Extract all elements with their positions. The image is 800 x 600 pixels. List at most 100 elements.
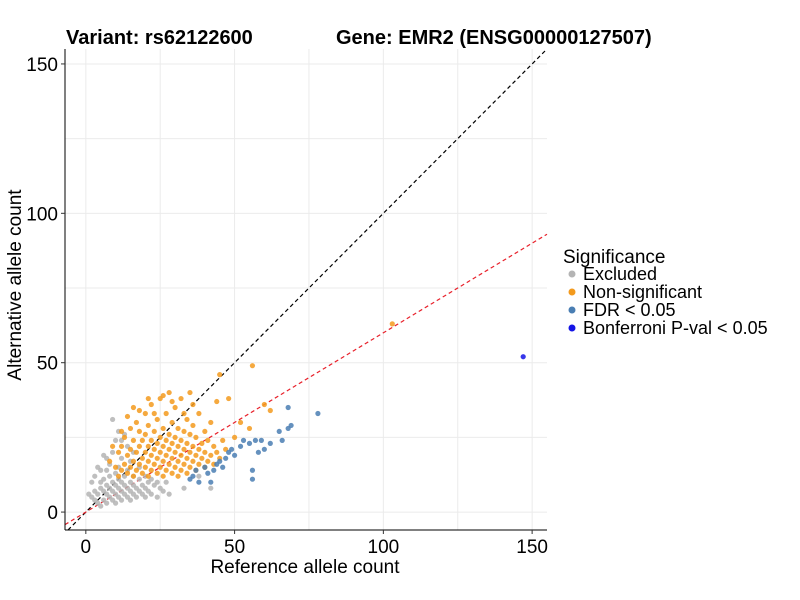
chart-title-gene: Gene: EMR2 (ENSG00000127507)	[336, 27, 652, 49]
point-nonsig	[190, 422, 196, 429]
point-excluded	[86, 491, 92, 497]
point-nonsig	[169, 419, 175, 426]
point-excluded	[98, 467, 104, 473]
point-fdr	[288, 422, 294, 429]
point-nonsig	[166, 389, 172, 396]
point-nonsig	[136, 443, 142, 449]
point-nonsig	[163, 437, 169, 443]
point-nonsig	[178, 395, 184, 402]
point-excluded	[104, 467, 110, 473]
legend-label-fdr: FDR < 0.05	[583, 300, 676, 320]
point-fdr	[231, 452, 238, 458]
point-nonsig	[208, 419, 214, 426]
point-nonsig	[133, 449, 140, 455]
point-nonsig	[136, 461, 142, 467]
point-fdr	[240, 437, 247, 443]
point-nonsig	[196, 446, 202, 452]
point-nonsig	[196, 410, 202, 417]
point-nonsig	[142, 410, 148, 417]
point-nonsig	[151, 410, 157, 417]
y-axis-label: Alternative allele count	[5, 189, 26, 381]
point-fdr	[205, 470, 211, 476]
point-nonsig	[214, 449, 220, 455]
point-excluded	[112, 437, 119, 443]
point-excluded	[101, 476, 107, 482]
point-nonsig	[267, 407, 273, 414]
y-tick-label: 50	[37, 354, 58, 375]
point-nonsig	[261, 401, 267, 408]
point-excluded	[110, 449, 116, 455]
identity-line	[67, 48, 548, 531]
point-nonsig	[217, 372, 223, 378]
point-excluded	[166, 491, 172, 497]
point-nonsig	[187, 389, 193, 396]
point-excluded	[118, 497, 125, 503]
point-nonsig	[157, 464, 163, 470]
point-nonsig	[237, 419, 244, 426]
point-fdr	[315, 410, 321, 417]
point-nonsig	[142, 431, 148, 437]
point-fdr	[237, 443, 244, 449]
point-nonsig	[148, 452, 154, 458]
point-nonsig	[178, 452, 184, 458]
fit-line	[64, 233, 548, 526]
point-nonsig	[205, 437, 211, 443]
point-fdr	[220, 464, 226, 470]
point-nonsig	[226, 395, 232, 402]
point-fdr	[190, 473, 196, 479]
point-fdr	[217, 458, 223, 464]
point-nonsig	[163, 467, 169, 473]
point-nonsig	[148, 437, 154, 443]
point-nonsig	[154, 455, 160, 461]
point-nonsig	[214, 398, 220, 405]
point-nonsig	[118, 443, 125, 449]
point-nonsig	[169, 455, 175, 461]
point-fdr	[249, 467, 256, 473]
point-nonsig	[231, 434, 238, 440]
point-excluded	[89, 479, 95, 485]
point-nonsig	[130, 404, 137, 411]
point-nonsig	[107, 458, 113, 464]
point-nonsig	[154, 440, 160, 446]
legend-label-bonf: Bonferroni P-val < 0.05	[583, 318, 768, 338]
point-nonsig	[181, 428, 187, 435]
point-nonsig	[127, 446, 134, 452]
point-nonsig	[151, 428, 157, 435]
x-axis-label: Reference allele count	[210, 557, 400, 578]
point-excluded	[148, 491, 154, 497]
point-fdr	[249, 476, 256, 482]
legend-key-fdr	[568, 306, 576, 314]
point-nonsig	[181, 446, 187, 452]
legend-key-nonsig	[568, 288, 576, 296]
point-nonsig	[193, 452, 199, 458]
point-nonsig	[136, 428, 142, 435]
x-tick-label: 150	[516, 537, 548, 558]
axes	[64, 49, 547, 531]
point-nonsig	[163, 452, 169, 458]
legend-key-bonf	[568, 324, 576, 332]
point-nonsig	[220, 437, 226, 443]
point-nonsig	[193, 434, 199, 440]
point-nonsig	[157, 434, 163, 440]
point-nonsig	[121, 461, 128, 467]
point-nonsig	[187, 449, 193, 455]
point-excluded	[133, 494, 140, 500]
point-nonsig	[172, 434, 178, 440]
legend: Significance ExcludedNon-significantFDR …	[563, 247, 768, 338]
point-nonsig	[169, 470, 175, 476]
point-nonsig	[246, 425, 253, 432]
point-nonsig	[145, 422, 151, 429]
point-nonsig	[139, 437, 145, 443]
point-excluded	[104, 500, 110, 506]
point-nonsig	[145, 443, 151, 449]
point-bonf	[520, 354, 526, 360]
point-excluded	[112, 500, 119, 506]
point-nonsig	[175, 425, 181, 432]
point-nonsig	[127, 425, 134, 432]
grid-lines	[65, 49, 547, 530]
point-nonsig	[118, 467, 125, 473]
point-fdr	[279, 437, 285, 443]
point-nonsig	[142, 449, 148, 455]
point-nonsig	[127, 464, 134, 470]
